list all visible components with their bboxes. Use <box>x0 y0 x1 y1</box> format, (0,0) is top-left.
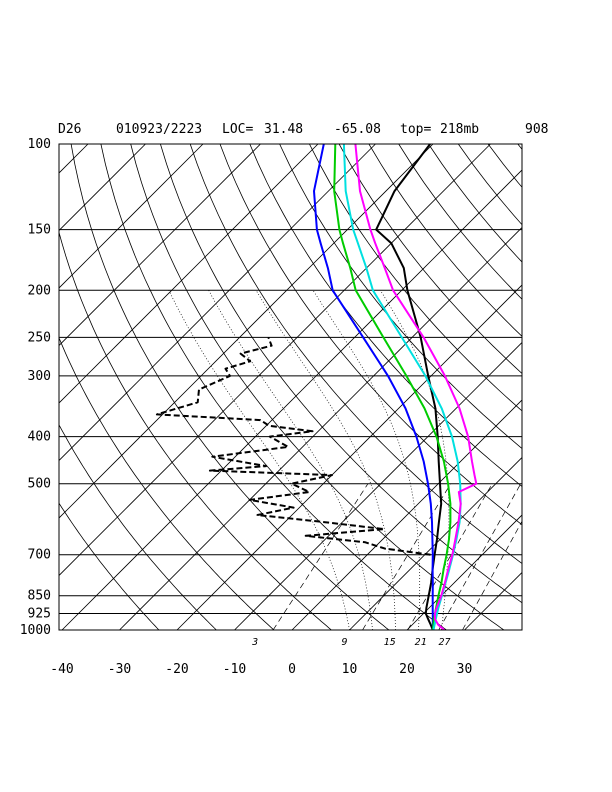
header-loc-label: LOC= <box>222 122 253 137</box>
dry-adiabat-line <box>517 144 522 150</box>
mixing-ratio-labels: 3 9 15 21 27 <box>251 637 450 648</box>
isotherm-line <box>464 571 522 630</box>
pressure-tick-label: 300 <box>28 369 51 384</box>
isotherm-line <box>59 144 319 404</box>
dry-adiabat-line <box>487 144 522 188</box>
mixing-ratio-line <box>462 520 522 630</box>
dry-adiabat-line <box>160 144 522 604</box>
pressure-tick-label: 925 <box>28 607 51 622</box>
background-grid <box>0 144 612 630</box>
header-number: 908 <box>525 122 548 137</box>
temperature-tick-label: -20 <box>165 662 188 677</box>
dry-adiabat-line <box>548 144 612 630</box>
isotherm-line <box>0 144 31 630</box>
sounding-series-line-4 <box>333 144 452 630</box>
pressure-tick-label: 500 <box>28 477 51 492</box>
temperature-tick-label: -10 <box>223 662 246 677</box>
pressure-tick-label: 150 <box>28 223 51 238</box>
mixing-ratio-label: 21 <box>415 637 427 648</box>
mixing-ratio-label: 3 <box>251 637 258 648</box>
dry-adiabat-line <box>428 144 522 263</box>
dry-adiabat-line <box>607 144 612 630</box>
isotherm-line <box>291 399 522 630</box>
isobars <box>59 143 522 631</box>
temperature-tick-label: 10 <box>342 662 358 677</box>
temperature-tick-label: 30 <box>457 662 473 677</box>
sounding-series-line-6 <box>354 144 478 630</box>
isotherm-line <box>59 144 204 289</box>
temperature-tick-label: -30 <box>108 662 131 677</box>
dry-adiabat-line <box>70 144 390 630</box>
isotherm-line <box>406 514 522 630</box>
isotherm-line <box>59 144 376 462</box>
moist-adiabat-line <box>208 290 373 630</box>
isotherm-line <box>521 629 522 630</box>
dry-adiabat-line <box>457 144 522 226</box>
isotherm-line <box>61 169 522 630</box>
sounding-series-line-3 <box>313 144 434 630</box>
header-station: D26 <box>58 122 81 137</box>
temperature-tick-label: -40 <box>50 662 73 677</box>
sounding-traces <box>155 144 478 630</box>
header-lon: -65.08 <box>334 122 381 137</box>
moist-adiabat-line <box>312 290 421 630</box>
pressure-tick-label: 850 <box>28 589 51 604</box>
pressure-tick-label: 200 <box>28 283 51 298</box>
pressure-tick-label: 700 <box>28 548 51 563</box>
mixing-ratio-line <box>362 483 451 630</box>
pressure-tick-label: 400 <box>28 430 51 445</box>
pressure-tick-label: 100 <box>28 137 51 152</box>
moist-adiabat-line <box>380 290 450 630</box>
mixing-ratio-line <box>407 483 493 630</box>
mixing-ratio-label: 15 <box>384 637 396 648</box>
isotherm-line <box>59 144 261 347</box>
sounding-series-line-2 <box>155 337 431 556</box>
moist-adiabat-line <box>255 290 396 630</box>
isotherm-line <box>59 144 434 519</box>
temperature-axis-labels: -40 -30 -20 -10 0 10 20 30 <box>50 662 472 677</box>
dry-adiabat-line <box>309 144 522 412</box>
header-top-label: top= <box>400 122 431 137</box>
mixing-ratio-line <box>438 483 522 630</box>
temperature-tick-label: 0 <box>288 662 296 677</box>
header-top-value: 218mb <box>440 122 479 137</box>
sounding-series-line-5 <box>342 144 462 630</box>
isotherm-line <box>176 284 522 630</box>
isotherm-line <box>349 456 522 630</box>
mixing-ratio-line <box>272 483 369 630</box>
pressure-tick-label: 250 <box>28 330 51 345</box>
temperature-tick-label: 20 <box>399 662 415 677</box>
pressure-tick-label: 1000 <box>20 623 51 638</box>
dry-adiabat-line <box>219 144 522 526</box>
isotherm-line <box>59 144 146 232</box>
mixing-ratio-label: 27 <box>438 637 450 648</box>
header-datetime: 010923/2223 <box>116 122 202 137</box>
isotherm-line <box>234 341 522 630</box>
moist-adiabat-line <box>168 290 350 630</box>
header-lat: 31.48 <box>264 122 303 137</box>
isotherm-line <box>119 226 522 630</box>
plot-frame <box>58 143 523 631</box>
sounding-series-line-1 <box>375 144 443 630</box>
mixing-ratio-label: 9 <box>342 637 348 648</box>
dry-adiabat-line <box>577 144 612 630</box>
dry-adiabat-line <box>368 144 522 337</box>
